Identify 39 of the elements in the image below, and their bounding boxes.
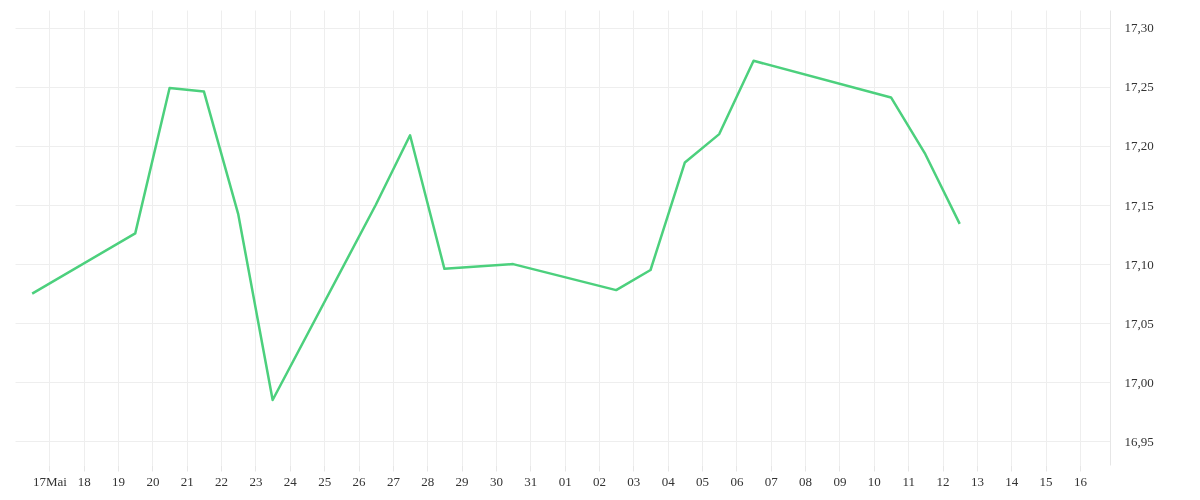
x-tick-label: 31: [524, 473, 538, 489]
x-tick-label: 22: [215, 473, 229, 489]
x-tick-label: 16: [1073, 473, 1088, 489]
x-tick-label: 18: [77, 473, 91, 489]
x-tick-label: 12: [936, 473, 950, 489]
x-tick-label: 08: [799, 473, 813, 489]
x-tick-label: 23: [249, 473, 263, 489]
x-tick-label: 11: [902, 473, 915, 489]
x-tick-label: 17Mai: [32, 473, 68, 489]
y-tick-label: 17,25: [1124, 79, 1154, 95]
x-tick-label: 10: [867, 473, 881, 489]
y-tick-label: 16,95: [1124, 433, 1154, 449]
x-tick-label: 02: [593, 473, 606, 489]
x-tick-label: 03: [627, 473, 641, 489]
y-tick-label: 17,15: [1124, 197, 1154, 213]
x-tick-label: 28: [421, 473, 435, 489]
x-tick-label: 20: [146, 473, 160, 489]
x-tick-label: 25: [318, 473, 332, 489]
x-tick-label: 01: [558, 473, 572, 489]
x-tick-label: 04: [661, 473, 676, 489]
y-tick-label: 17,20: [1124, 138, 1154, 154]
x-tick-label: 06: [730, 473, 744, 489]
x-tick-label: 26: [352, 473, 367, 489]
x-tick-label: 21: [180, 473, 194, 489]
x-tick-label: 14: [1005, 473, 1019, 489]
x-tick-label: 09: [833, 473, 847, 489]
x-tick-label: 13: [970, 473, 984, 489]
x-tick-label: 24: [283, 473, 298, 489]
y-tick-label: 17,05: [1124, 315, 1154, 331]
x-tick-label: 19: [112, 473, 126, 489]
x-tick-label: 15: [1039, 473, 1053, 489]
y-tick-label: 17,10: [1124, 256, 1154, 272]
x-tick-label: 27: [386, 473, 401, 489]
y-tick-label: 17,30: [1124, 20, 1154, 36]
x-tick-label: 05: [696, 473, 710, 489]
x-tick-label: 07: [764, 473, 779, 489]
y-tick-label: 17,00: [1124, 374, 1154, 390]
x-tick-label: 29: [455, 473, 469, 489]
x-tick-label: 30: [489, 473, 503, 489]
